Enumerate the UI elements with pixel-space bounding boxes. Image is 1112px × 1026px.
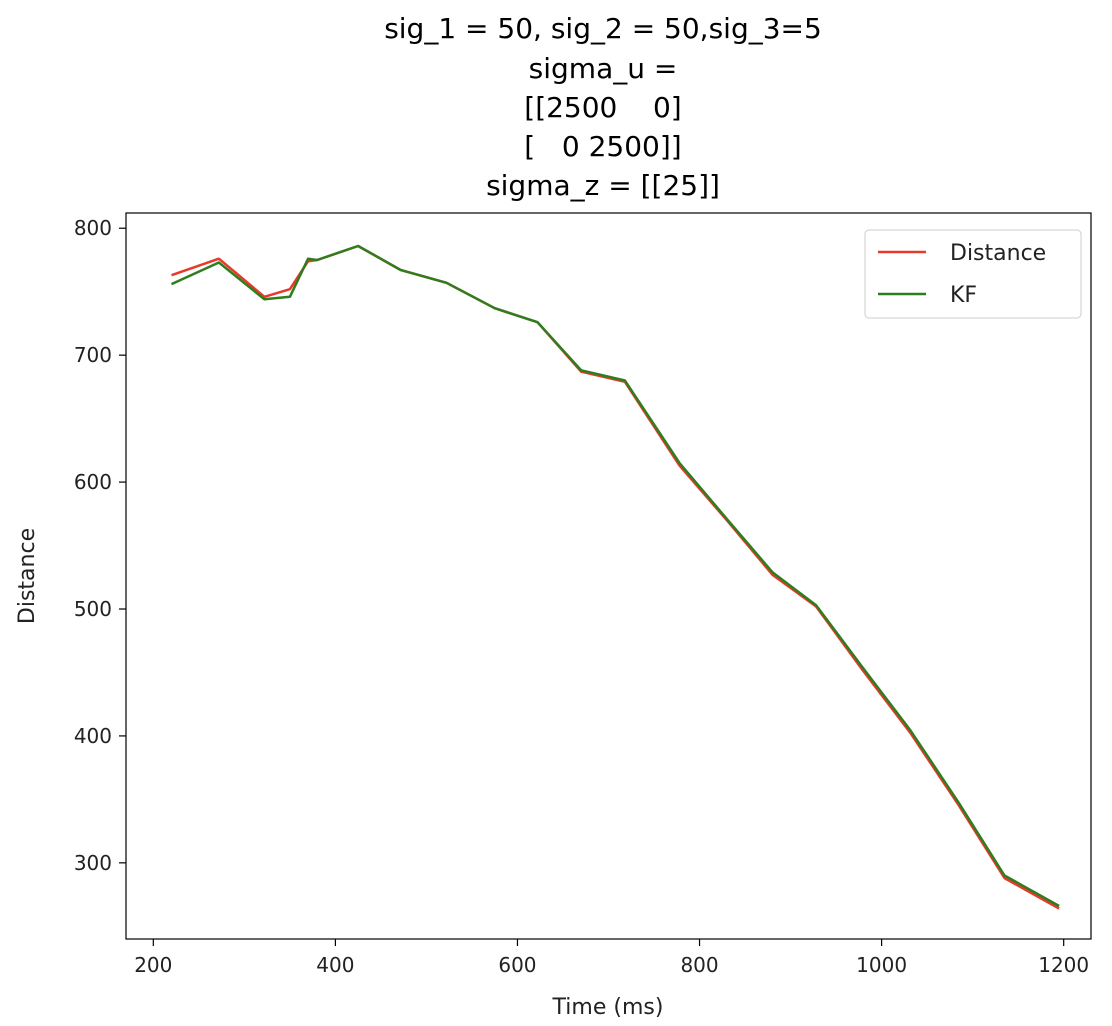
legend-label-kf: KF xyxy=(950,283,977,308)
x-tick-label: 400 xyxy=(316,953,354,977)
title-line-5: sigma_z = [[25]] xyxy=(486,169,720,202)
y-axis: 300 400 500 600 700 800 xyxy=(74,216,126,875)
legend: Distance KF xyxy=(864,229,1082,319)
series-line-kf xyxy=(170,244,1060,908)
x-axis-label: Time (ms) xyxy=(552,995,664,1020)
y-tick-label: 800 xyxy=(74,216,112,240)
x-tick-label: 1000 xyxy=(856,953,907,977)
y-tick-label: 300 xyxy=(74,851,112,875)
x-tick-label: 200 xyxy=(134,953,172,977)
x-tick-label: 600 xyxy=(498,953,536,977)
chart-title: sig_1 = 50, sig_2 = 50,sig_3=5 sigma_u =… xyxy=(384,12,822,202)
x-tick-label: 800 xyxy=(680,953,718,977)
series-layer xyxy=(170,244,1060,910)
y-tick-label: 400 xyxy=(74,724,112,748)
y-tick-label: 600 xyxy=(74,470,112,494)
legend-label-distance: Distance xyxy=(950,241,1046,266)
series-line-distance xyxy=(171,244,1060,910)
title-line-1: sig_1 = 50, sig_2 = 50,sig_3=5 xyxy=(384,12,822,45)
x-tick-label: 1200 xyxy=(1038,953,1089,977)
title-line-2: sigma_u = xyxy=(529,52,678,85)
y-axis-label: Distance xyxy=(15,528,40,624)
y-tick-label: 700 xyxy=(74,343,112,367)
y-tick-label: 500 xyxy=(74,597,112,621)
x-axis: 200 400 600 800 1000 1200 xyxy=(134,939,1089,977)
title-line-4: [ 0 2500]] xyxy=(524,130,681,163)
title-line-3: [[2500 0] xyxy=(524,91,681,124)
plot-frame xyxy=(125,212,1092,940)
